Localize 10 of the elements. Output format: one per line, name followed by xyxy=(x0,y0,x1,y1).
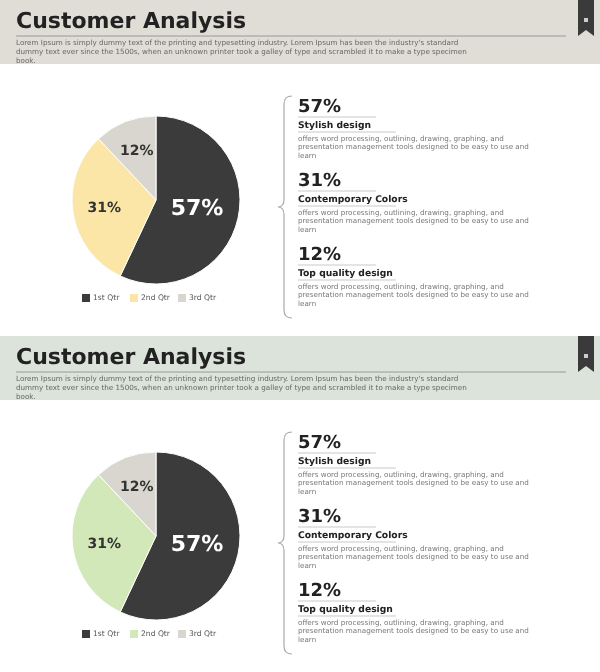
text: 12% xyxy=(298,246,342,266)
text: 31% xyxy=(298,508,342,528)
data-label: 57% xyxy=(170,195,224,222)
chart-title: Customer Analysis xyxy=(16,8,247,34)
chart-title: Customer Analysis xyxy=(16,344,247,370)
text: 31% xyxy=(298,172,342,192)
text: 57% xyxy=(298,434,342,454)
text: 57% xyxy=(298,98,342,118)
data-label: 57% xyxy=(170,531,224,558)
text: 12% xyxy=(298,582,342,602)
